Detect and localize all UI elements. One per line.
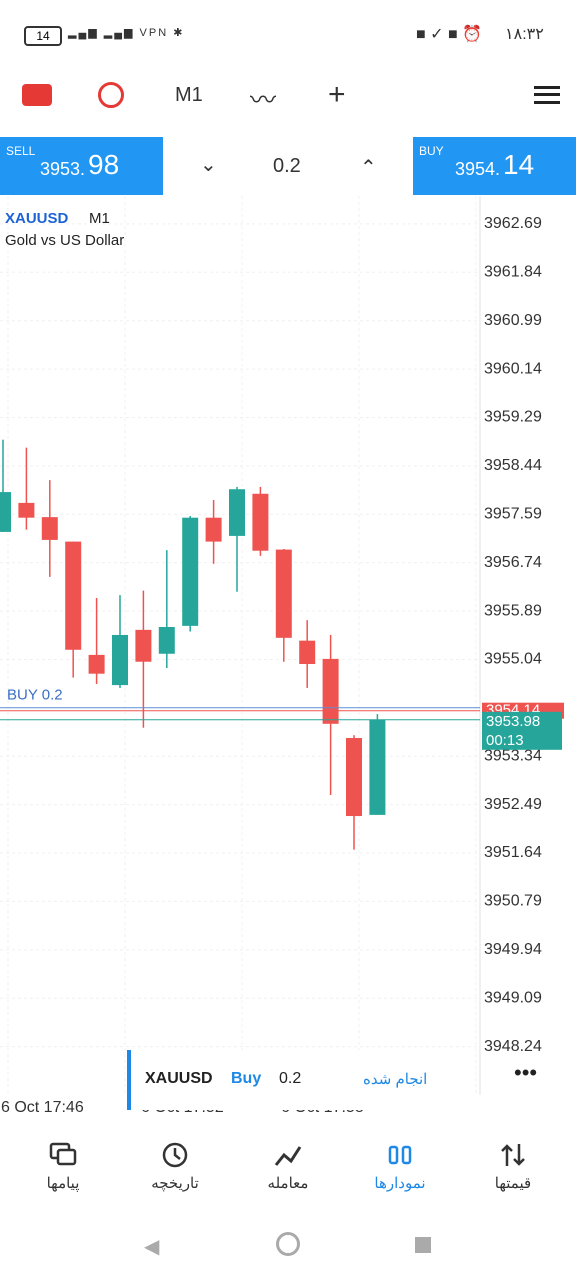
candle-body	[135, 629, 152, 662]
icon	[49, 1142, 77, 1166]
icon	[274, 1146, 302, 1166]
toast-symbol: XAUUSD	[145, 1070, 213, 1087]
signal-icons: ▂▄▆ ▂▄▆ VPN ✱	[68, 27, 185, 39]
candle-body	[229, 489, 245, 536]
y-tick-label: 3955.89	[484, 602, 542, 619]
candle-body	[205, 517, 222, 542]
status-icons: ■ ✓ ■ ⏰	[416, 26, 482, 43]
description: Gold vs US Dollar	[5, 232, 125, 249]
nav-label: تاریخچه	[151, 1175, 199, 1192]
sell-label: SELL	[6, 144, 36, 158]
more-button[interactable]: •••	[514, 1060, 538, 1085]
buy-label: BUY	[419, 144, 444, 158]
y-tick-label: 3948.24	[484, 1038, 542, 1055]
toast-side: Buy	[231, 1070, 262, 1087]
y-tick-label: 3952.49	[484, 796, 542, 813]
crosshair-button[interactable]: +	[328, 78, 346, 111]
y-tick-label: 3955.04	[484, 651, 542, 668]
back-button[interactable]: ◀	[144, 1236, 160, 1258]
y-tick-label: 3949.94	[484, 941, 542, 958]
indicators-button[interactable]	[98, 82, 124, 108]
y-tick-label: 3960.99	[484, 312, 542, 329]
y-tick-label: 3961.84	[484, 264, 542, 281]
candle-body	[346, 738, 362, 817]
y-tick-label: 3950.79	[484, 893, 542, 910]
candle-body	[0, 492, 11, 532]
candle-body	[88, 654, 105, 674]
y-tick-label: 3959.29	[484, 409, 542, 426]
candle-body	[275, 549, 292, 638]
y-tick-label: 3949.09	[484, 989, 542, 1006]
sell-price-big: 98	[88, 149, 120, 180]
symbols-button[interactable]	[22, 84, 52, 106]
menu-button[interactable]	[534, 86, 560, 104]
candle-body	[18, 502, 35, 518]
countdown: 00:13	[486, 732, 524, 749]
home-button[interactable]	[276, 1232, 300, 1256]
y-tick-label: 3956.74	[484, 554, 542, 571]
nav-chart[interactable]: نمودارها	[355, 1140, 445, 1192]
sell-button[interactable]: SELL 3953. 98	[0, 137, 163, 195]
lot-down[interactable]: ⌄	[200, 154, 217, 176]
nav-messages[interactable]: پیامها	[18, 1140, 108, 1192]
nav-label: معامله	[267, 1175, 309, 1192]
buy-price: 3954.	[455, 159, 501, 179]
nav-label: پیامها	[46, 1175, 80, 1192]
chart: 3962.69 3961.84 3960.99 3960.14 3959.29 3958.…	[0, 196, 564, 1116]
candle-body	[252, 493, 269, 551]
candle-body	[41, 517, 58, 540]
candle-body	[299, 640, 316, 665]
y-tick-label: 3957.59	[484, 505, 542, 522]
objects-button[interactable]: 〰	[250, 85, 277, 115]
y-tick-label: 3951.64	[484, 844, 542, 861]
toast: XAUUSD Buy 0.2 انجام شده	[127, 1050, 451, 1110]
toast-volume: 0.2	[279, 1070, 302, 1087]
icon	[501, 1144, 525, 1166]
nav-trade[interactable]: معامله	[243, 1140, 333, 1192]
lot-up[interactable]: ⌃	[360, 157, 377, 179]
candle-body	[369, 719, 386, 815]
candle-body	[65, 541, 82, 650]
recents-button[interactable]	[415, 1237, 431, 1253]
sell-price: 3953.	[40, 159, 86, 179]
toast-status: انجام شده	[363, 1071, 428, 1088]
battery: 14	[24, 26, 62, 46]
buy-price-big: 14	[503, 149, 535, 180]
y-tick-label: 3953.34	[484, 747, 542, 764]
chart-timeframe: M1	[89, 210, 110, 227]
y-tick-label: 3958.44	[484, 457, 542, 474]
nav-quotes[interactable]: قیمتها	[468, 1140, 558, 1192]
bid-tag	[482, 711, 562, 750]
position-label: BUY 0.2	[7, 687, 63, 704]
nav-label: نمودارها	[374, 1175, 426, 1192]
clock: ۱۸:۳۲	[505, 26, 544, 43]
bid-label: 3953.98	[486, 713, 540, 730]
nav-history[interactable]: تاریخچه	[130, 1140, 220, 1192]
candle-body	[182, 517, 199, 626]
buy-button[interactable]: BUY 3954. 14	[413, 137, 576, 195]
icon	[388, 1145, 412, 1165]
timeframe-button[interactable]: M1	[175, 84, 203, 106]
candle-body	[158, 627, 175, 654]
candle-body	[112, 634, 128, 686]
symbol: XAUUSD	[5, 210, 69, 227]
icon	[162, 1142, 188, 1168]
y-tick-label: 3960.14	[484, 360, 542, 377]
x-label: 6 Oct 17:46	[1, 1099, 84, 1116]
nav-label: قیمتها	[494, 1175, 532, 1192]
lot-size[interactable]: 0.2	[273, 155, 301, 177]
candle-body	[322, 658, 339, 724]
y-tick-label: 3962.69	[484, 215, 542, 232]
